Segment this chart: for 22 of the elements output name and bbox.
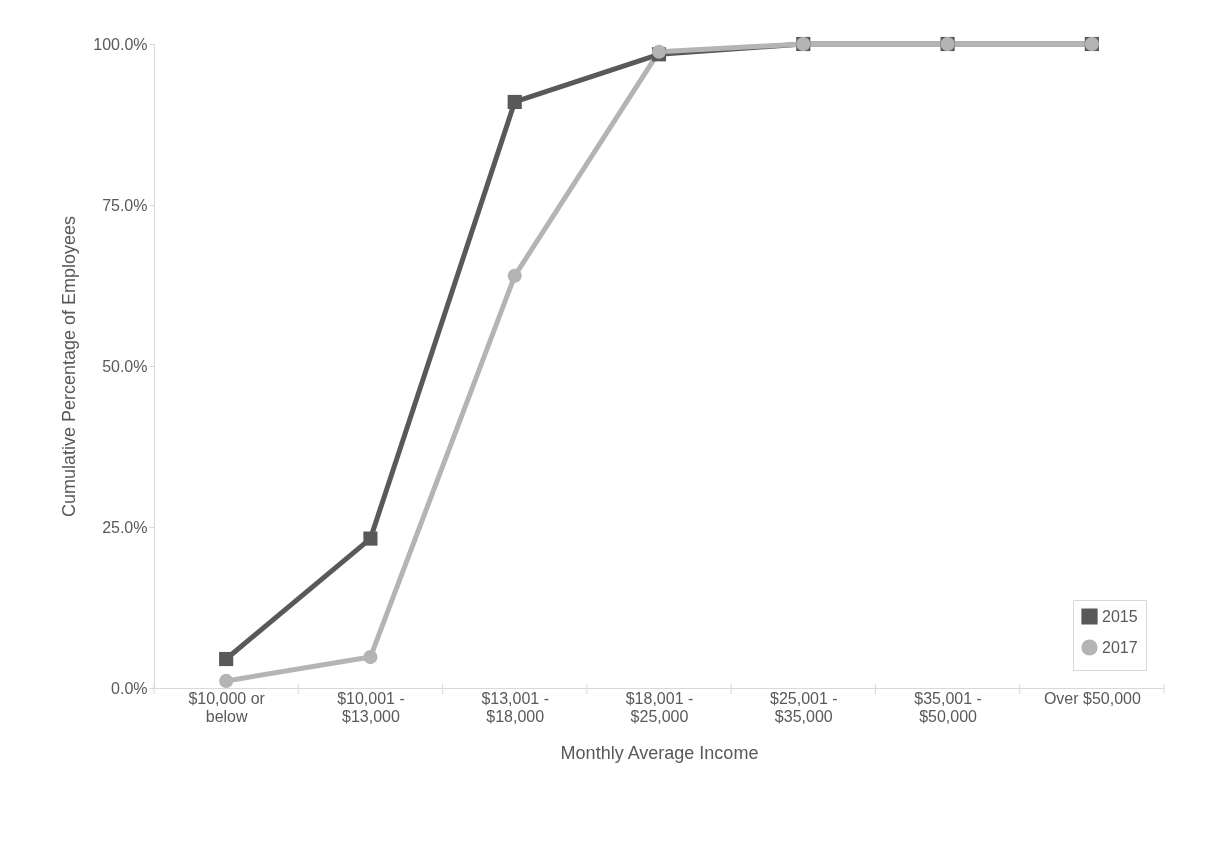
y-tick-label: 25.0% xyxy=(102,518,148,536)
x-axis-title: Monthly Average Income xyxy=(560,742,759,763)
x-tick-label: $35,001 - $50,000 xyxy=(914,689,982,725)
x-tick-label: $18,001 - $25,000 xyxy=(625,689,694,725)
point xyxy=(219,651,234,667)
x-tick-label: $10,001 - $13,000 xyxy=(337,689,405,725)
point xyxy=(363,650,378,665)
x-tick-label: $25,001 - $35,000 xyxy=(769,689,838,725)
point xyxy=(363,531,378,546)
y-tick-label: 50.0% xyxy=(102,357,148,375)
point xyxy=(507,268,522,283)
x-tick-label: Over $50,000 xyxy=(1043,689,1141,707)
x-tick-label: $10,000 or below xyxy=(188,689,266,725)
legend-label: 2017 xyxy=(1102,638,1138,656)
y-axis-title: Cumulative Percentage of Employees xyxy=(59,215,80,518)
y-tick-label: 100.0% xyxy=(93,35,148,53)
x-tick-label: $13,001 - $18,000 xyxy=(481,689,550,725)
y-tick-label: 75.0% xyxy=(102,196,148,214)
y-tick-label: 0.0% xyxy=(111,679,148,697)
point xyxy=(507,94,522,110)
point xyxy=(219,673,234,688)
legend-label: 2015 xyxy=(1102,607,1138,625)
